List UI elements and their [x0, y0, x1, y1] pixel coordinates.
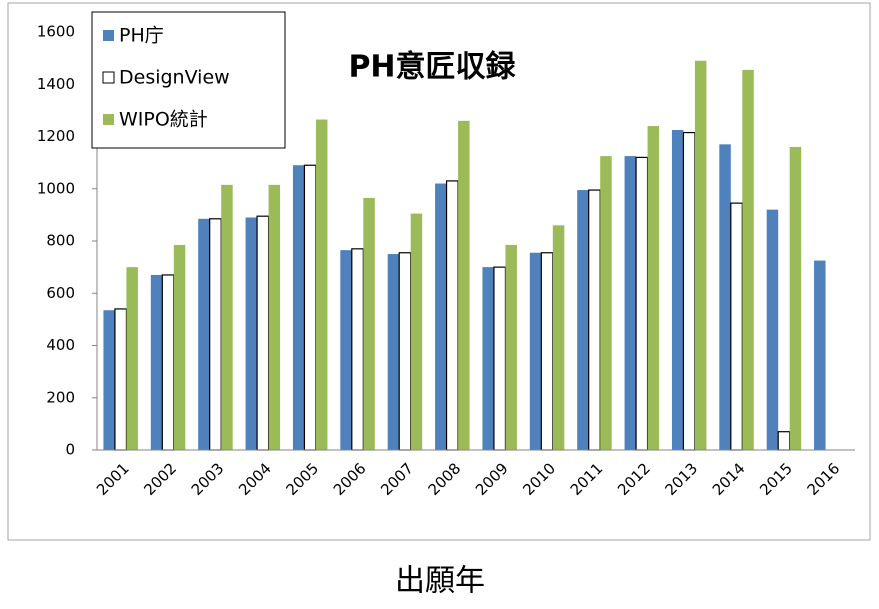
- bar: [198, 218, 210, 450]
- y-tick-label: 200: [46, 388, 75, 406]
- legend-swatch: [103, 30, 114, 41]
- bar: [742, 69, 754, 450]
- bar: [588, 189, 601, 451]
- bar: [245, 217, 258, 450]
- bar: [209, 218, 222, 451]
- bar: [552, 225, 565, 450]
- bar: [150, 274, 163, 450]
- bar: [647, 126, 660, 451]
- y-tick-label: 400: [46, 336, 75, 354]
- legend-box: [91, 11, 286, 149]
- bar: [303, 164, 317, 451]
- y-tick-label: 1600: [37, 23, 75, 41]
- bar: [363, 197, 375, 450]
- legend-swatch: [103, 114, 114, 125]
- bar: [682, 131, 696, 451]
- bar: [221, 184, 233, 451]
- bar: [387, 254, 400, 450]
- bar: [789, 146, 802, 450]
- bar: [505, 244, 517, 450]
- bar: [814, 260, 826, 450]
- bar: [540, 252, 554, 451]
- bar: [777, 431, 791, 451]
- x-axis-label: 出願年: [395, 564, 485, 599]
- bar: [398, 252, 412, 451]
- bar: [268, 184, 281, 451]
- bar: [600, 156, 612, 450]
- bar: [114, 308, 128, 451]
- bar: [340, 250, 352, 450]
- bar: [173, 244, 186, 450]
- y-tick-label: 1000: [37, 179, 75, 197]
- bar: [719, 144, 731, 450]
- bar: [103, 310, 115, 450]
- chart-title: PH意匠収録: [348, 50, 516, 85]
- bar: [292, 165, 305, 451]
- bar: [126, 267, 138, 450]
- y-tick-label: 1400: [37, 75, 75, 93]
- bar: [624, 156, 637, 450]
- bar: [694, 60, 707, 451]
- y-tick-label: 600: [46, 284, 75, 302]
- y-tick-label: 800: [46, 232, 75, 250]
- bar: [161, 274, 175, 451]
- bar: [529, 252, 542, 450]
- bar: [256, 215, 270, 451]
- bar: [315, 119, 328, 451]
- bar: [410, 213, 423, 450]
- y-tick-label: 0: [65, 441, 75, 459]
- legend-label: PH庁: [119, 25, 164, 47]
- legend-label: WIPO統計: [119, 109, 208, 131]
- bar: [482, 267, 494, 450]
- bar: [577, 190, 589, 450]
- bar: [458, 120, 470, 450]
- bar: [730, 202, 743, 451]
- bar: [351, 248, 364, 451]
- bar: [493, 266, 507, 451]
- bar: [671, 129, 684, 450]
- bar: [435, 183, 447, 450]
- y-tick-label: 1200: [37, 127, 75, 145]
- bar: [445, 180, 459, 451]
- legend-label: DesignView: [119, 67, 230, 89]
- bar: [635, 156, 649, 451]
- bar: [766, 209, 779, 450]
- legend-swatch: [102, 71, 115, 84]
